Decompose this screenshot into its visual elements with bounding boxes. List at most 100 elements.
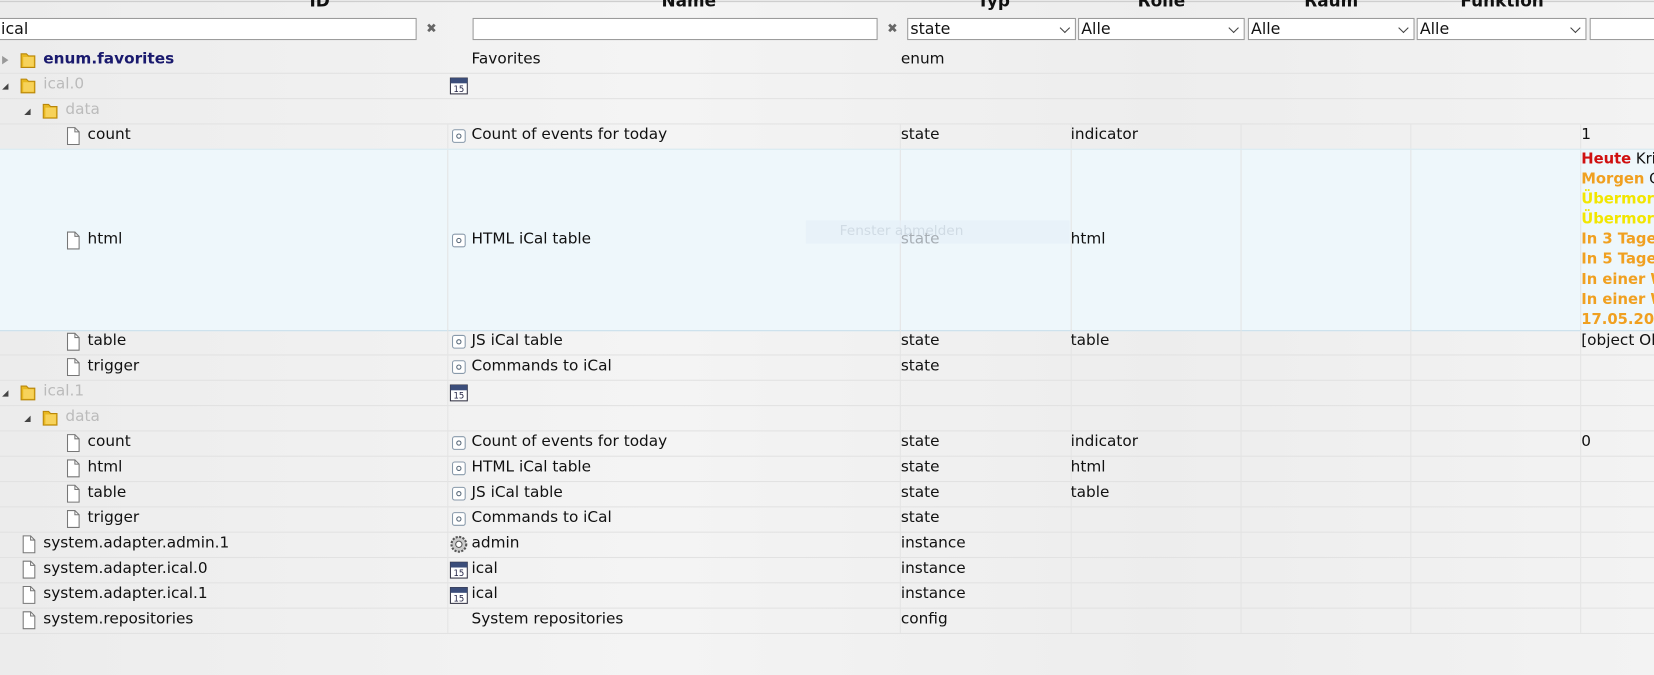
room-filter[interactable]: Alle	[1248, 18, 1415, 40]
id-filter[interactable]: ical	[0, 18, 417, 40]
tree-row[interactable]: htmlHTML iCal tablestatehtml	[0, 456, 1654, 482]
expand-toggle[interactable]	[2, 83, 8, 89]
object-id[interactable]: system.adapter.ical.1	[43, 585, 207, 602]
object-id[interactable]: trigger	[88, 509, 140, 526]
cal-icon: 15	[449, 560, 468, 579]
svg-text:+ ↑ ↓: + ↑ ↓	[131, 0, 171, 2]
tree-row[interactable]: system.adapter.ical.115icalinstance	[0, 582, 1654, 608]
object-type: state	[901, 459, 940, 476]
tree-row[interactable]: ical.115	[0, 380, 1654, 406]
tree-row[interactable]: ical.0 15	[0, 73, 1654, 99]
column-divider	[447, 456, 448, 481]
object-id[interactable]: ical.0	[43, 76, 84, 93]
object-value: 1	[1581, 127, 1591, 144]
column-header[interactable]: Raum	[1304, 0, 1358, 11]
object-id[interactable]: ical.1	[43, 383, 84, 400]
tree-row[interactable]: tableJS iCal tablestatetable[object Ob	[0, 329, 1654, 355]
column-divider	[1580, 481, 1581, 506]
column-divider	[447, 506, 448, 531]
object-name: Count of events for today	[472, 127, 668, 144]
object-id[interactable]: system.repositories	[43, 611, 193, 628]
value-filter[interactable]	[1590, 18, 1654, 40]
column-header[interactable]: Funktion	[1460, 0, 1543, 11]
object-id[interactable]: system.adapter.admin.1	[43, 535, 229, 552]
tree-row[interactable]: triggerCommands to iCalstate	[0, 354, 1654, 380]
gear-icon	[449, 535, 468, 554]
tree-row[interactable]: system.adapter.admin.1admininstance	[0, 532, 1654, 558]
function-filter[interactable]: Alle	[1417, 18, 1587, 40]
clear-name-filter[interactable]: ✖	[885, 21, 900, 36]
tree-row[interactable]: countCount of events for todaystateindic…	[0, 430, 1654, 456]
column-divider	[447, 430, 448, 455]
object-type: instance	[901, 535, 966, 552]
clear-id-filter[interactable]: ✖	[424, 21, 439, 36]
tree-row[interactable]: system.adapter.ical.015icalinstance	[0, 557, 1654, 583]
object-type: instance	[901, 560, 966, 577]
value-line: In einer W	[1581, 291, 1654, 308]
expand-toggle[interactable]	[24, 416, 30, 422]
object-id[interactable]: count	[88, 127, 131, 144]
column-divider	[1580, 582, 1581, 607]
column-header[interactable]: ID	[309, 0, 329, 11]
column-header[interactable]: Name	[662, 0, 717, 11]
object-id[interactable]: data	[65, 101, 99, 118]
object-role: table	[1071, 332, 1110, 349]
folder-icon	[41, 101, 60, 120]
object-id[interactable]: enum.favorites	[43, 51, 174, 68]
tree-row[interactable]: triggerCommands to iCalstate	[0, 506, 1654, 532]
column-header[interactable]: Rolle	[1138, 0, 1186, 11]
role-filter[interactable]: Alle	[1078, 18, 1245, 40]
tree-row[interactable]: system.repositoriesSystem repositoriesco…	[0, 608, 1654, 634]
tree-row[interactable]: countCount of events for todaystateindic…	[0, 123, 1654, 149]
st-icon	[449, 434, 468, 453]
object-role: indicator	[1071, 434, 1138, 451]
object-id[interactable]: html	[88, 459, 123, 476]
object-name: HTML iCal table	[472, 230, 592, 247]
tree-row[interactable]: data	[0, 98, 1654, 124]
name-filter[interactable]	[473, 18, 878, 40]
tooltip-overlay: Fenster abmelden	[806, 220, 1070, 243]
value-label: 17.05.201	[1581, 311, 1654, 328]
value-line: In 3 Tagen	[1581, 231, 1654, 248]
cal-icon: 15	[449, 76, 468, 95]
object-id[interactable]: count	[88, 434, 131, 451]
column-header[interactable]: Typ	[977, 0, 1010, 11]
object-id[interactable]: html	[88, 230, 123, 247]
column-divider	[1241, 405, 1242, 430]
column-divider	[1241, 123, 1242, 148]
object-id[interactable]: trigger	[88, 358, 140, 375]
column-divider	[1410, 354, 1411, 379]
tree-row[interactable]: data	[0, 405, 1654, 431]
object-name: HTML iCal table	[472, 459, 592, 476]
column-divider	[1410, 582, 1411, 607]
tree-row[interactable]: tableJS iCal tablestatetable	[0, 481, 1654, 507]
function-filter-text: Alle	[1420, 19, 1449, 38]
tree-row[interactable]: enum.favoritesFavoritesenum	[0, 47, 1654, 73]
folder-icon	[19, 51, 38, 70]
column-divider	[1241, 506, 1242, 531]
column-divider	[447, 380, 448, 405]
svg-text:15: 15	[454, 84, 465, 94]
object-id[interactable]: table	[88, 484, 127, 501]
expand-toggle[interactable]	[24, 109, 30, 115]
file-icon	[19, 560, 38, 579]
object-role: html	[1071, 230, 1106, 247]
file-icon	[63, 509, 82, 528]
object-id[interactable]: data	[65, 408, 99, 425]
expand-toggle[interactable]	[2, 390, 8, 396]
column-divider	[1410, 380, 1411, 405]
column-divider	[1241, 532, 1242, 557]
object-id[interactable]: table	[88, 332, 127, 349]
column-divider	[1241, 456, 1242, 481]
svg-text:15: 15	[454, 593, 465, 603]
column-divider	[447, 557, 448, 582]
object-name: Count of events for today	[472, 434, 668, 451]
expand-toggle[interactable]	[2, 56, 8, 64]
object-type: state	[901, 484, 940, 501]
toolbar-icons: + ↑ ↓	[2, 0, 202, 6]
object-id[interactable]: system.adapter.ical.0	[43, 560, 207, 577]
st-icon	[449, 484, 468, 503]
object-value: [object Ob	[1581, 332, 1654, 349]
type-filter[interactable]: state	[907, 18, 1076, 40]
